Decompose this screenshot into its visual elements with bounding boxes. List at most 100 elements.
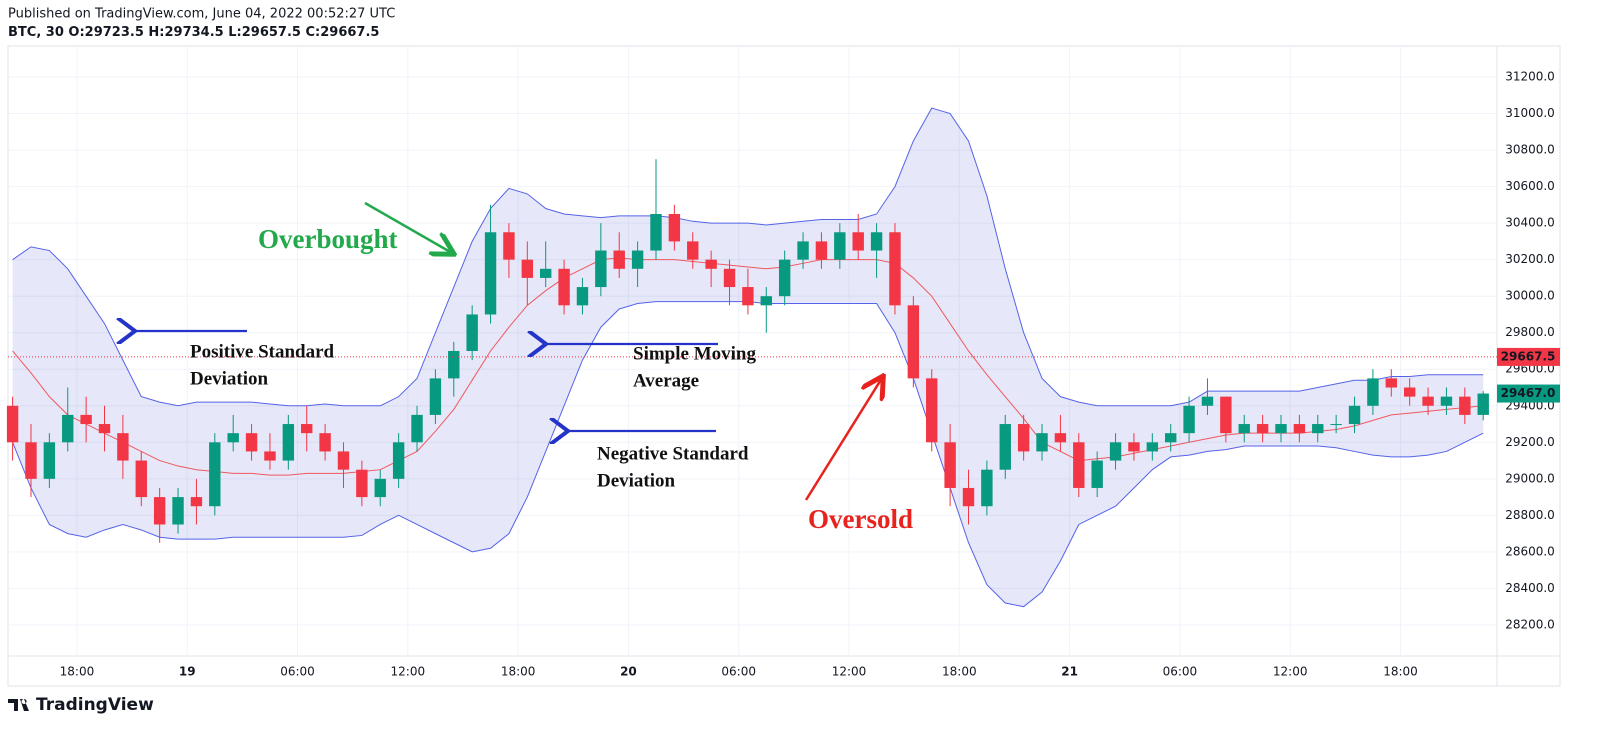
candle-body [1201, 396, 1214, 406]
ohlc-label: L: [228, 25, 241, 40]
price-label: 29667.5 [1501, 349, 1556, 363]
candle-body [944, 442, 956, 488]
plot: 28200.0 28400.0 28600.0 28800.0 29000.0 29200… [6, 46, 1560, 679]
candle-body [631, 250, 644, 269]
candle-body [1017, 424, 1030, 452]
candle-body [1275, 424, 1287, 434]
ohlc-value: 29723.5 [85, 25, 144, 40]
y-tick-label: 29000.0 [1505, 471, 1555, 485]
candle-body [319, 433, 331, 452]
candle-body [539, 268, 552, 278]
x-tick-label: 12:00 [391, 665, 426, 679]
candle-body [1183, 405, 1195, 434]
candle-body [80, 414, 92, 425]
candle-body [778, 259, 791, 297]
x-tick-label: 12:00 [832, 665, 867, 679]
annotation: Average [633, 370, 699, 391]
candle-body [25, 442, 37, 479]
x-tick-label: 20 [620, 665, 637, 679]
chart-frame [7, 45, 1561, 687]
candle-body [117, 433, 129, 461]
candle-body [1312, 424, 1324, 434]
candle-body [687, 241, 699, 260]
candle-body [521, 259, 534, 278]
candle-body [429, 378, 442, 415]
candle-body [613, 250, 625, 269]
annotation: Negative Standard [597, 443, 749, 464]
y-tick-label: 28600.0 [1505, 544, 1555, 558]
candle-body [301, 424, 313, 434]
candle-body [1073, 442, 1085, 488]
candle-body [723, 268, 736, 288]
candle-body [6, 405, 19, 443]
candle-body [1440, 396, 1453, 406]
candle-body [1367, 378, 1379, 406]
candle-body [448, 350, 460, 379]
brand: TradingView [8, 695, 154, 715]
y-tick-label: 28400.0 [1505, 581, 1555, 595]
candle-body [1146, 442, 1159, 452]
y-tick-label: 28800.0 [1505, 508, 1555, 522]
x-tick-label: 06:00 [721, 665, 756, 679]
candle-body [484, 232, 497, 315]
candle-body [576, 287, 589, 306]
candle-body [227, 433, 239, 443]
candle-body [1348, 405, 1361, 425]
candle-body [1422, 396, 1434, 406]
candle-body [1256, 424, 1269, 434]
candle-body [1165, 433, 1177, 443]
candle-body [1054, 433, 1067, 443]
candle-body [62, 414, 74, 443]
candle-body [503, 232, 515, 260]
ohlc-label: H: [148, 25, 164, 40]
x-tick-label: 06:00 [280, 665, 315, 679]
candle-body [1459, 396, 1471, 415]
annotation: Oversold [808, 504, 913, 534]
candle-body [1091, 460, 1103, 488]
candle-body [595, 250, 607, 288]
candle-body [650, 214, 662, 251]
candle-body [870, 232, 883, 251]
candle-body [760, 296, 772, 306]
candle-body [668, 214, 681, 242]
y-tick-label: 30000.0 [1505, 289, 1555, 303]
price-label-box [1497, 384, 1560, 403]
annotations: Overbought Positive Standard Deviation S… [135, 201, 913, 534]
ohlc-value: 29657.5 [242, 25, 301, 40]
x-tick-label: 18:00 [60, 665, 95, 679]
candle-body [1385, 378, 1397, 388]
candle-body [1109, 442, 1122, 461]
symbol: BTC, 30 [8, 25, 64, 40]
candle-body [172, 497, 184, 525]
price-label-box [1497, 347, 1560, 366]
candle-body [356, 469, 368, 498]
annotation: Deviation [190, 368, 269, 389]
logo [8, 699, 29, 711]
candle-body [926, 378, 938, 443]
upper-band [12, 107, 1484, 407]
candle-body [1036, 433, 1048, 452]
candle-body [282, 424, 295, 461]
candle-body [889, 232, 901, 306]
annotation: Deviation [597, 470, 676, 491]
candle-body [1403, 387, 1416, 397]
y-tick-label: 30400.0 [1505, 216, 1555, 230]
x-tick-label: 18:00 [501, 665, 536, 679]
annotation: Positive Standard [190, 341, 335, 362]
candle-body [466, 314, 478, 351]
candle-body [264, 451, 276, 461]
y-tick-label: 31000.0 [1505, 106, 1555, 120]
candle-body [742, 287, 754, 306]
candle-body [558, 268, 570, 306]
candle-body [153, 497, 166, 525]
y-tick-label: 30200.0 [1505, 252, 1555, 266]
annotation: Simple Moving [633, 343, 756, 364]
candle-body [98, 424, 111, 434]
candle-body [852, 232, 864, 251]
x-tick-label: 21 [1061, 665, 1078, 679]
middle-band [12, 257, 1484, 476]
x-tick-label: 19 [179, 665, 196, 679]
candle-body [1477, 393, 1489, 415]
candle-body [209, 442, 221, 507]
